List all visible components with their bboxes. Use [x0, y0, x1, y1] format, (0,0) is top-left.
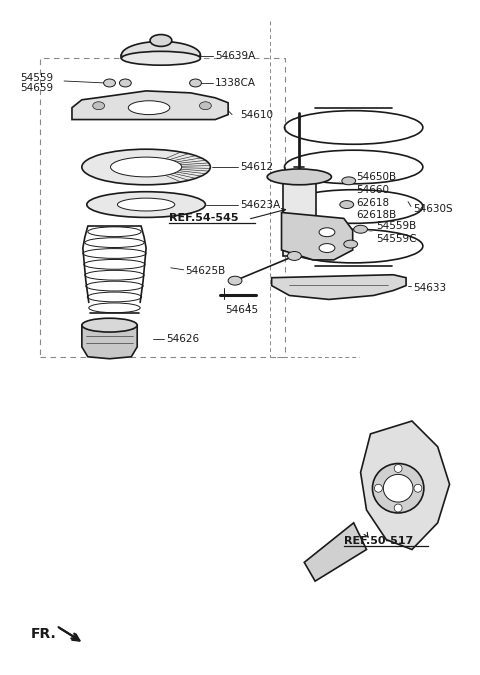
Ellipse shape: [342, 177, 356, 185]
Ellipse shape: [344, 240, 358, 248]
Text: FR.: FR.: [30, 626, 56, 641]
Text: 54610: 54610: [240, 109, 273, 119]
Ellipse shape: [394, 464, 402, 472]
Ellipse shape: [200, 102, 211, 109]
Ellipse shape: [394, 504, 402, 512]
Polygon shape: [82, 325, 137, 358]
Text: 54633: 54633: [413, 283, 446, 292]
Text: 54559C: 54559C: [376, 234, 417, 244]
Ellipse shape: [121, 51, 201, 65]
Text: 54630S: 54630S: [413, 203, 453, 213]
Text: 54659: 54659: [21, 83, 54, 93]
Ellipse shape: [319, 227, 335, 237]
Polygon shape: [272, 275, 406, 300]
Ellipse shape: [374, 484, 383, 492]
Text: 54650B: 54650B: [357, 172, 397, 182]
Text: 54660: 54660: [357, 185, 390, 194]
Ellipse shape: [319, 244, 335, 252]
Ellipse shape: [267, 169, 331, 185]
Ellipse shape: [104, 79, 116, 87]
Text: 54626: 54626: [166, 334, 199, 344]
Text: 62618: 62618: [357, 198, 390, 208]
Ellipse shape: [354, 225, 368, 234]
Ellipse shape: [340, 200, 354, 209]
Bar: [40, 58, 286, 357]
Text: 62618B: 62618B: [357, 211, 397, 221]
Ellipse shape: [110, 157, 182, 177]
Ellipse shape: [82, 149, 210, 185]
Ellipse shape: [128, 101, 170, 115]
Ellipse shape: [120, 79, 131, 87]
Text: 1338CA: 1338CA: [216, 78, 256, 88]
Ellipse shape: [118, 198, 175, 211]
Text: 54559B: 54559B: [376, 221, 417, 232]
Ellipse shape: [384, 475, 413, 502]
Polygon shape: [121, 41, 201, 58]
Polygon shape: [360, 421, 450, 549]
Text: 54645: 54645: [225, 305, 258, 315]
Ellipse shape: [87, 192, 205, 217]
Bar: [283, 177, 316, 256]
Ellipse shape: [150, 34, 172, 47]
Ellipse shape: [228, 276, 242, 285]
FancyArrowPatch shape: [60, 628, 77, 639]
Text: 54559: 54559: [21, 73, 54, 83]
Text: 54612: 54612: [240, 162, 273, 172]
Text: 54623A: 54623A: [240, 200, 280, 209]
Polygon shape: [281, 213, 353, 260]
Ellipse shape: [372, 464, 424, 513]
Text: 54625B: 54625B: [186, 266, 226, 276]
Polygon shape: [72, 91, 228, 119]
Text: REF.50-517: REF.50-517: [344, 536, 413, 545]
Ellipse shape: [93, 102, 105, 109]
Text: REF.54-545: REF.54-545: [169, 213, 239, 223]
Ellipse shape: [288, 252, 301, 261]
Ellipse shape: [82, 318, 137, 332]
Ellipse shape: [414, 484, 422, 492]
Polygon shape: [304, 523, 367, 581]
Ellipse shape: [190, 79, 202, 87]
Text: 54639A: 54639A: [216, 51, 255, 61]
